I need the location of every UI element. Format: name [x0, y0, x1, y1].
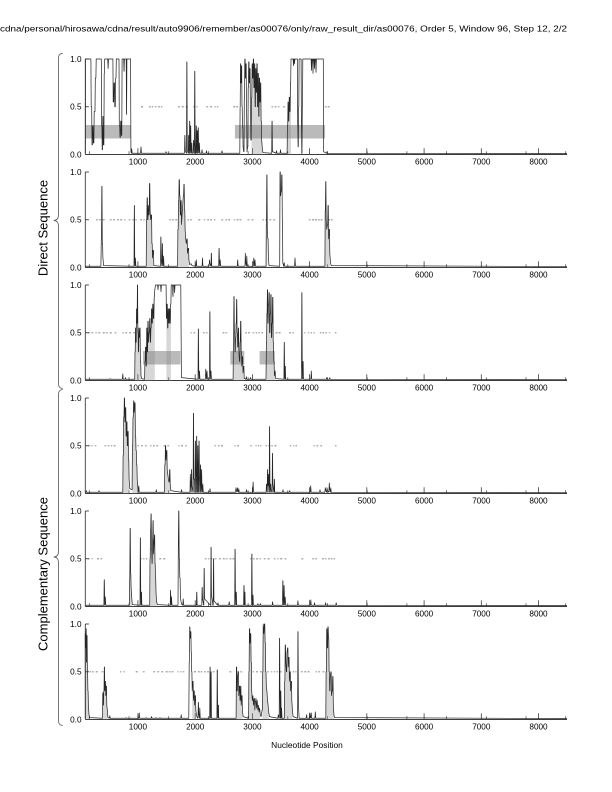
- svg-text:1000: 1000: [129, 384, 148, 393]
- svg-text:6000: 6000: [415, 158, 434, 167]
- svg-text:6000: 6000: [415, 610, 434, 619]
- svg-text:7000: 7000: [472, 610, 491, 619]
- svg-text:4000: 4000: [300, 271, 319, 280]
- svg-text:1000: 1000: [129, 158, 148, 167]
- svg-text:1000: 1000: [129, 610, 148, 619]
- svg-text:5000: 5000: [358, 384, 377, 393]
- svg-text:3000: 3000: [243, 723, 262, 732]
- svg-text:6000: 6000: [415, 271, 434, 280]
- svg-text:3000: 3000: [243, 271, 262, 280]
- svg-text:1.0: 1.0: [70, 55, 82, 64]
- svg-text:Nucleotide Position: Nucleotide Position: [271, 740, 343, 750]
- svg-text:0.5: 0.5: [70, 216, 82, 225]
- svg-text:8000: 8000: [529, 158, 548, 167]
- svg-text:1000: 1000: [129, 723, 148, 732]
- svg-text:0.0: 0.0: [70, 715, 82, 724]
- svg-text:1.0: 1.0: [70, 507, 82, 516]
- svg-text:4000: 4000: [300, 610, 319, 619]
- svg-text:4000: 4000: [300, 723, 319, 732]
- svg-text:5000: 5000: [358, 271, 377, 280]
- svg-text:1.0: 1.0: [70, 620, 82, 629]
- svg-text:2000: 2000: [186, 271, 205, 280]
- svg-text:6000: 6000: [415, 497, 434, 506]
- svg-text:2000: 2000: [186, 723, 205, 732]
- svg-text:2000: 2000: [186, 158, 205, 167]
- svg-text:0.0: 0.0: [70, 150, 82, 159]
- svg-text:1000: 1000: [129, 497, 148, 506]
- svg-text:2000: 2000: [186, 610, 205, 619]
- svg-text:7000: 7000: [472, 723, 491, 732]
- svg-text:0.0: 0.0: [70, 602, 82, 611]
- svg-text:0.0: 0.0: [70, 263, 82, 272]
- svg-text:0.5: 0.5: [70, 555, 82, 564]
- svg-text:7000: 7000: [472, 158, 491, 167]
- svg-text:5000: 5000: [358, 158, 377, 167]
- svg-text:2000: 2000: [186, 497, 205, 506]
- svg-text:0.5: 0.5: [70, 668, 82, 677]
- svg-text:8000: 8000: [529, 271, 548, 280]
- svg-text:5000: 5000: [358, 610, 377, 619]
- svg-text:8000: 8000: [529, 610, 548, 619]
- svg-text:4000: 4000: [300, 497, 319, 506]
- svg-text:cdna/personal/hirosawa/cdna/re: cdna/personal/hirosawa/cdna/result/auto9…: [0, 24, 567, 34]
- svg-text:1.0: 1.0: [70, 168, 82, 177]
- svg-text:3000: 3000: [243, 610, 262, 619]
- svg-text:0.0: 0.0: [70, 376, 82, 385]
- svg-text:7000: 7000: [472, 384, 491, 393]
- svg-text:3000: 3000: [243, 158, 262, 167]
- svg-text:3000: 3000: [243, 497, 262, 506]
- svg-text:Complementary Sequence: Complementary Sequence: [36, 497, 51, 651]
- svg-text:6000: 6000: [415, 723, 434, 732]
- svg-text:4000: 4000: [300, 384, 319, 393]
- svg-text:8000: 8000: [529, 497, 548, 506]
- svg-text:0.5: 0.5: [70, 442, 82, 451]
- svg-text:6000: 6000: [415, 384, 434, 393]
- svg-text:0.5: 0.5: [70, 329, 82, 338]
- svg-text:2000: 2000: [186, 384, 205, 393]
- svg-text:0.5: 0.5: [70, 103, 82, 112]
- svg-text:5000: 5000: [358, 497, 377, 506]
- svg-text:4000: 4000: [300, 158, 319, 167]
- svg-text:1000: 1000: [129, 271, 148, 280]
- svg-text:Direct Sequence: Direct Sequence: [36, 180, 51, 276]
- svg-text:7000: 7000: [472, 497, 491, 506]
- svg-text:8000: 8000: [529, 384, 548, 393]
- svg-text:8000: 8000: [529, 723, 548, 732]
- svg-text:7000: 7000: [472, 271, 491, 280]
- svg-text:5000: 5000: [358, 723, 377, 732]
- svg-text:3000: 3000: [243, 384, 262, 393]
- svg-text:1.0: 1.0: [70, 281, 82, 290]
- svg-text:1.0: 1.0: [70, 394, 82, 403]
- svg-text:0.0: 0.0: [70, 489, 82, 498]
